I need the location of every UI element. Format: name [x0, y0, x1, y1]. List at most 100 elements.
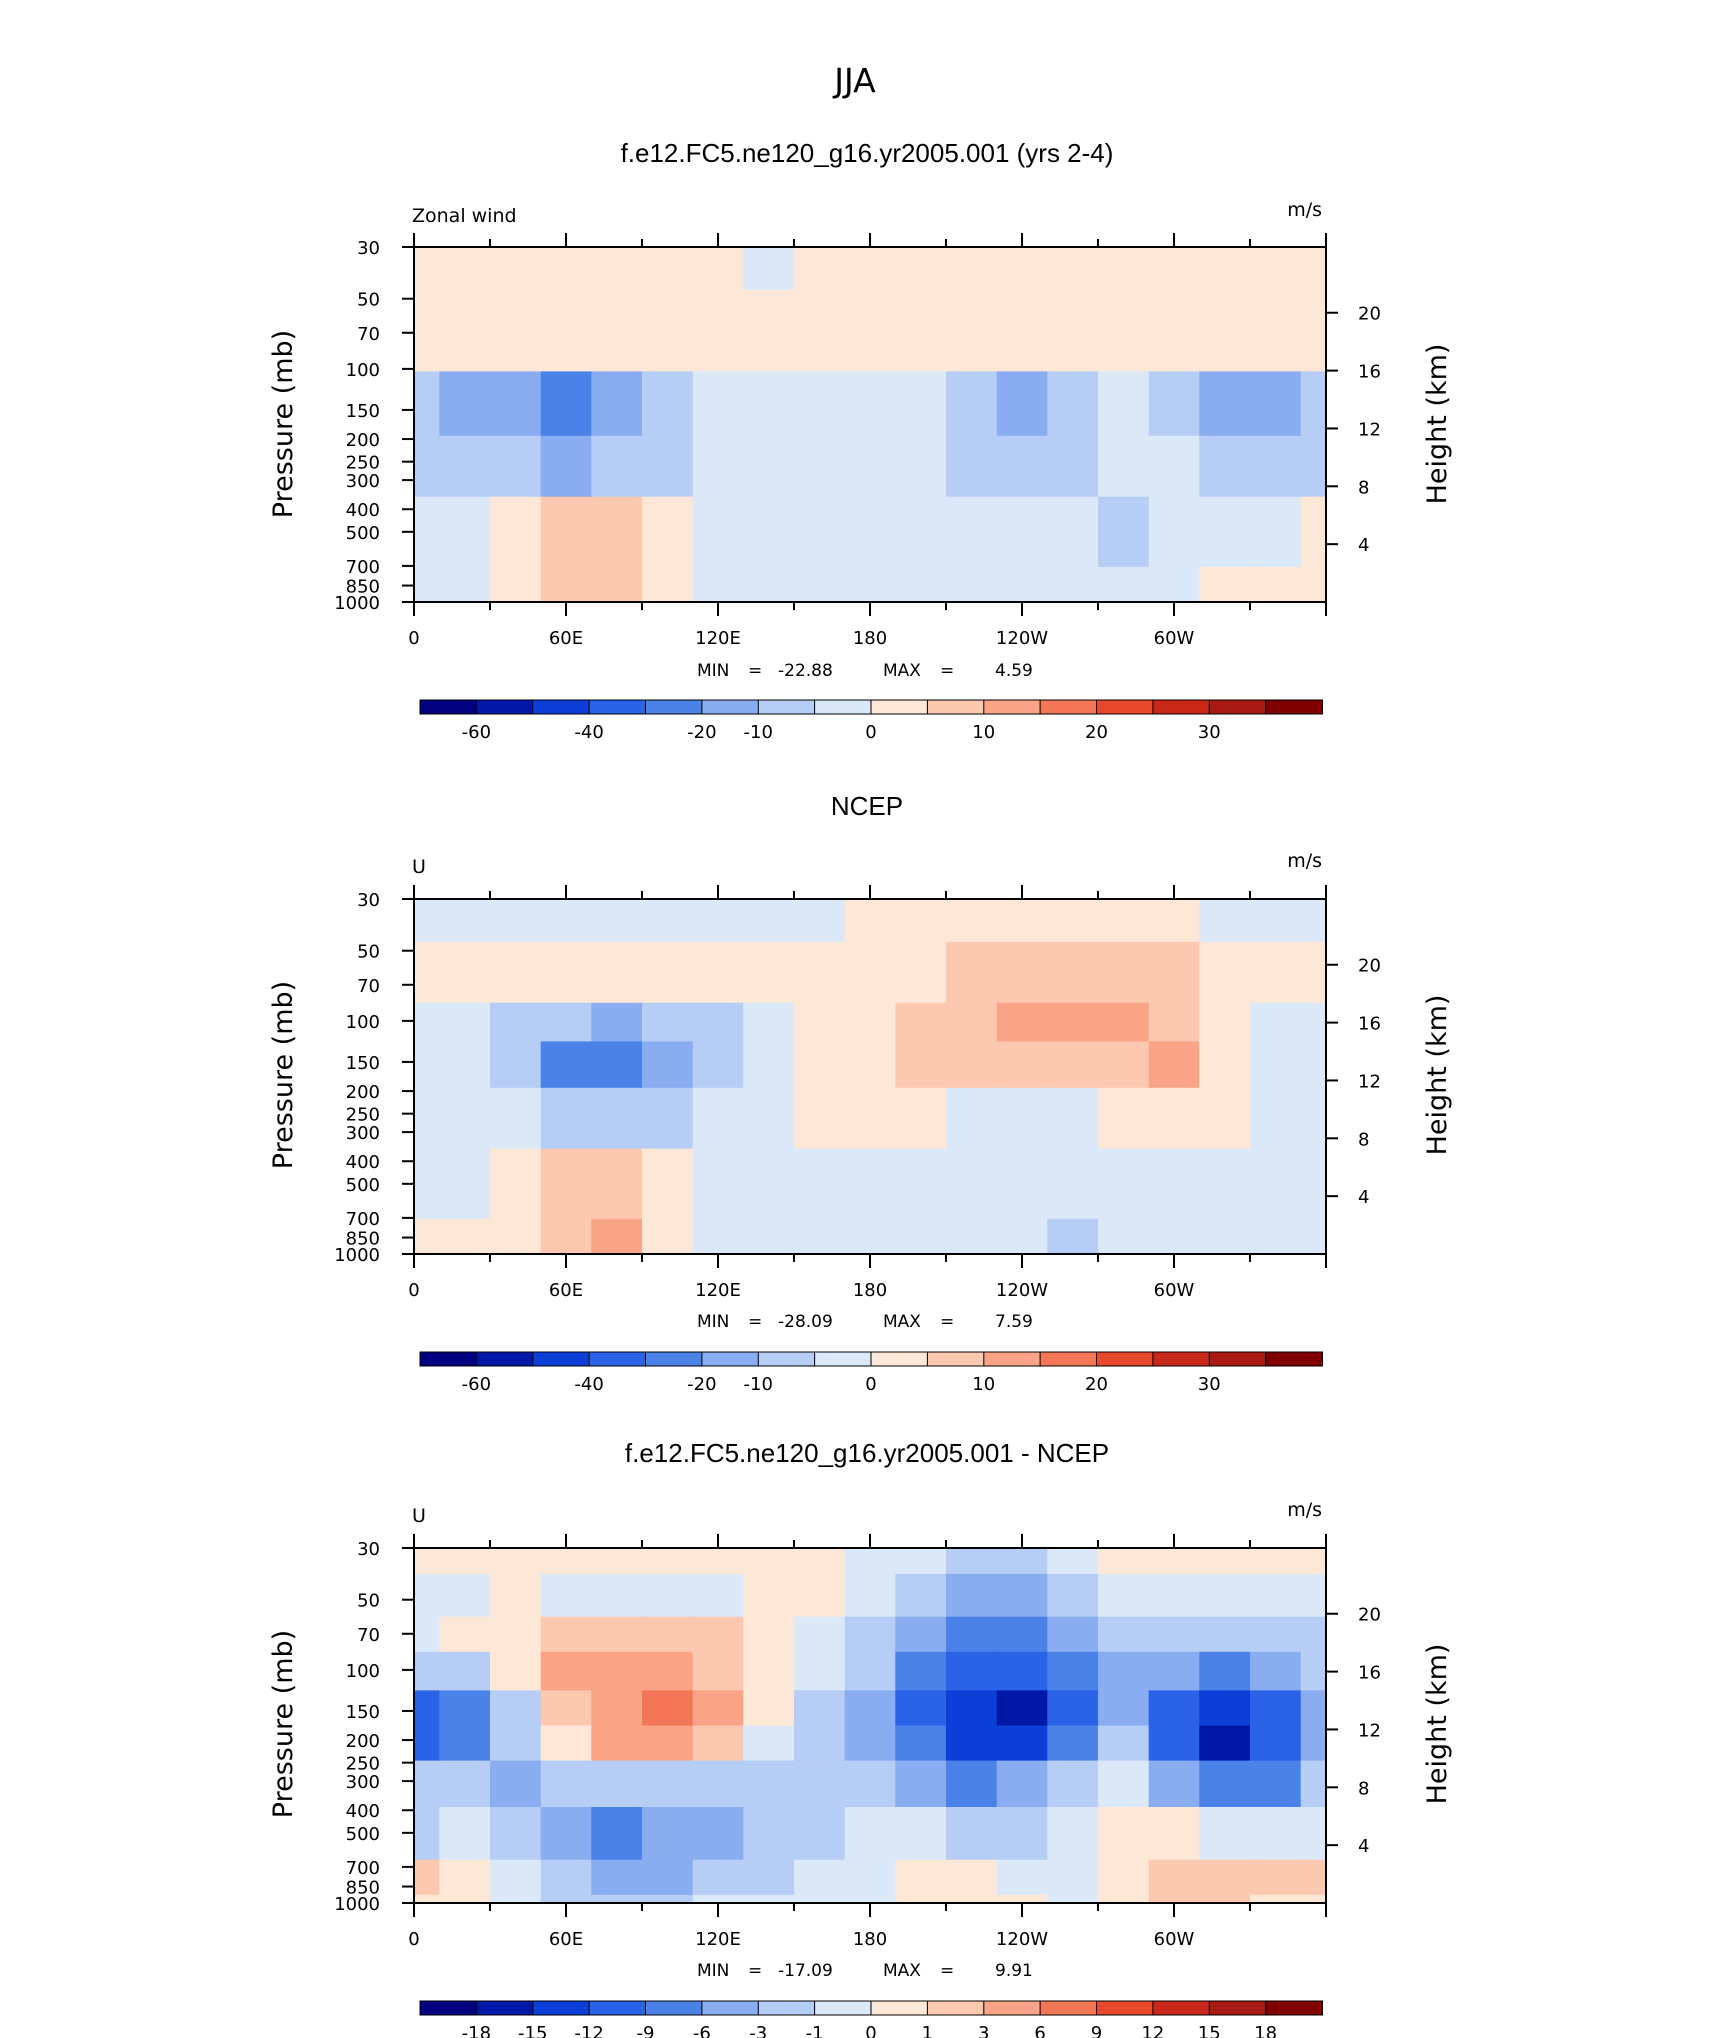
contour-cell [414, 1690, 441, 1727]
contour-cell [591, 1218, 643, 1255]
colorbar-swatch [645, 699, 703, 715]
contour-cell [591, 1002, 643, 1043]
contour-cell [1250, 941, 1302, 1004]
contour-cell [1300, 941, 1327, 1004]
contour-cell [996, 1651, 1049, 1692]
contour-cell [1199, 289, 1251, 373]
colorbar-swatch [475, 1351, 534, 1367]
y-tick-label-height: 16 [1358, 1663, 1381, 1684]
x-tick-label: 60W [1154, 1280, 1195, 1301]
x-tick-label: 120E [695, 1929, 741, 1950]
contour-cell [946, 1087, 998, 1150]
colorbar-swatch [1265, 699, 1323, 715]
colorbar-label: 15 [1198, 2023, 1221, 2038]
contour-cell [743, 1616, 795, 1653]
y-axis-label-pressure: Pressure (mb) [268, 1630, 299, 1818]
contour-cell [1047, 1760, 1099, 1808]
contour-cell [844, 1616, 897, 1653]
x-tick-label: 60E [549, 628, 583, 649]
contour-cell [743, 1690, 795, 1727]
contour-cell [490, 1002, 542, 1043]
contour-cell [540, 1548, 593, 1575]
contour-cell [1148, 289, 1201, 373]
contour-cell [439, 1002, 491, 1043]
contour-cell [844, 1725, 897, 1762]
contour-cell [490, 1548, 542, 1575]
y-tick-label-pressure: 250 [346, 1754, 380, 1775]
contour-cell [439, 1616, 491, 1653]
contour-cell [439, 1807, 491, 1861]
y-axis-label-height: Height (km) [1422, 995, 1453, 1156]
contour-cell [996, 371, 1049, 437]
colorbar-swatch [926, 699, 985, 715]
contour-cell [743, 1087, 795, 1150]
colorbar-swatch [1208, 1351, 1267, 1367]
contour-cell [642, 899, 694, 943]
units-label: m/s [1287, 1499, 1322, 1521]
contour-cell [794, 435, 846, 498]
contour-cell [439, 1148, 491, 1220]
contour-cell [895, 1760, 947, 1808]
y-tick-label-pressure: 400 [346, 500, 380, 521]
contour-cell [946, 941, 998, 1004]
contour-cell [1148, 496, 1201, 568]
contour-cell [1047, 1002, 1099, 1043]
contour-cell [743, 1651, 795, 1692]
contour-cell [743, 496, 795, 568]
contour-cell [1300, 1148, 1327, 1220]
contour-cell [895, 1548, 947, 1575]
contour-cell [996, 899, 1049, 943]
contour-cell [996, 941, 1049, 1004]
colorbar-label: -10 [744, 1374, 773, 1395]
contour-cell [1300, 247, 1327, 291]
contour-cell [439, 1573, 491, 1618]
contour-cell [540, 1087, 593, 1150]
colorbar-label: 20 [1085, 722, 1108, 743]
colorbar-label: -18 [462, 2023, 491, 2038]
y-tick-label-pressure: 150 [346, 1702, 380, 1723]
contour-cell [414, 1218, 441, 1255]
contour-cell [642, 247, 694, 291]
contour-cell [1047, 371, 1099, 437]
contour-cell [414, 1859, 441, 1896]
colorbar-swatch [983, 699, 1042, 715]
contour-cell [1148, 1218, 1201, 1255]
contour-cell [591, 1760, 643, 1808]
contour-cell [1098, 1690, 1150, 1727]
contour-cell [642, 496, 694, 568]
contour-cell [844, 899, 897, 943]
panel-observation: NCEP U m/s 0 60E 120E 180 120W 60W30507010015… [268, 791, 1453, 1395]
y-tick-label-pressure: 300 [346, 1123, 380, 1144]
contour-cell [1047, 1690, 1099, 1727]
colorbar-label: -12 [574, 2023, 603, 2038]
contour-cell [540, 899, 593, 943]
contour-cell [1047, 941, 1099, 1004]
contour-cell [743, 1807, 795, 1861]
y-tick-label-pressure: 300 [346, 1772, 380, 1793]
max-equals: = [940, 661, 954, 681]
contour-cell [946, 1725, 998, 1762]
contour-cell [946, 1218, 998, 1255]
contour-cell [794, 1894, 846, 1904]
contour-cell [895, 435, 947, 498]
contour-cell [1199, 1548, 1251, 1575]
x-tick-label: 120W [996, 1929, 1048, 1950]
contour-cell [1300, 1760, 1327, 1808]
contour-cell [439, 1548, 491, 1575]
contour-cell [692, 1859, 745, 1896]
contour-cell [414, 1616, 441, 1653]
contour-cell [844, 1218, 897, 1255]
y-tick-label-pressure: 500 [346, 1824, 380, 1845]
contour-cell [996, 496, 1049, 568]
y-tick-label-pressure: 1000 [334, 1894, 380, 1915]
contour-cell [1199, 1002, 1251, 1043]
y-tick-label-pressure: 100 [346, 1661, 380, 1682]
contour-cell [743, 1725, 795, 1762]
colorbar-swatch [1265, 2000, 1323, 2016]
colorbar-swatch [1039, 699, 1098, 715]
contour-cell [692, 247, 745, 291]
colorbar-swatch [645, 2000, 703, 2016]
contour-cell [946, 496, 998, 568]
contour-cell [692, 1616, 745, 1653]
